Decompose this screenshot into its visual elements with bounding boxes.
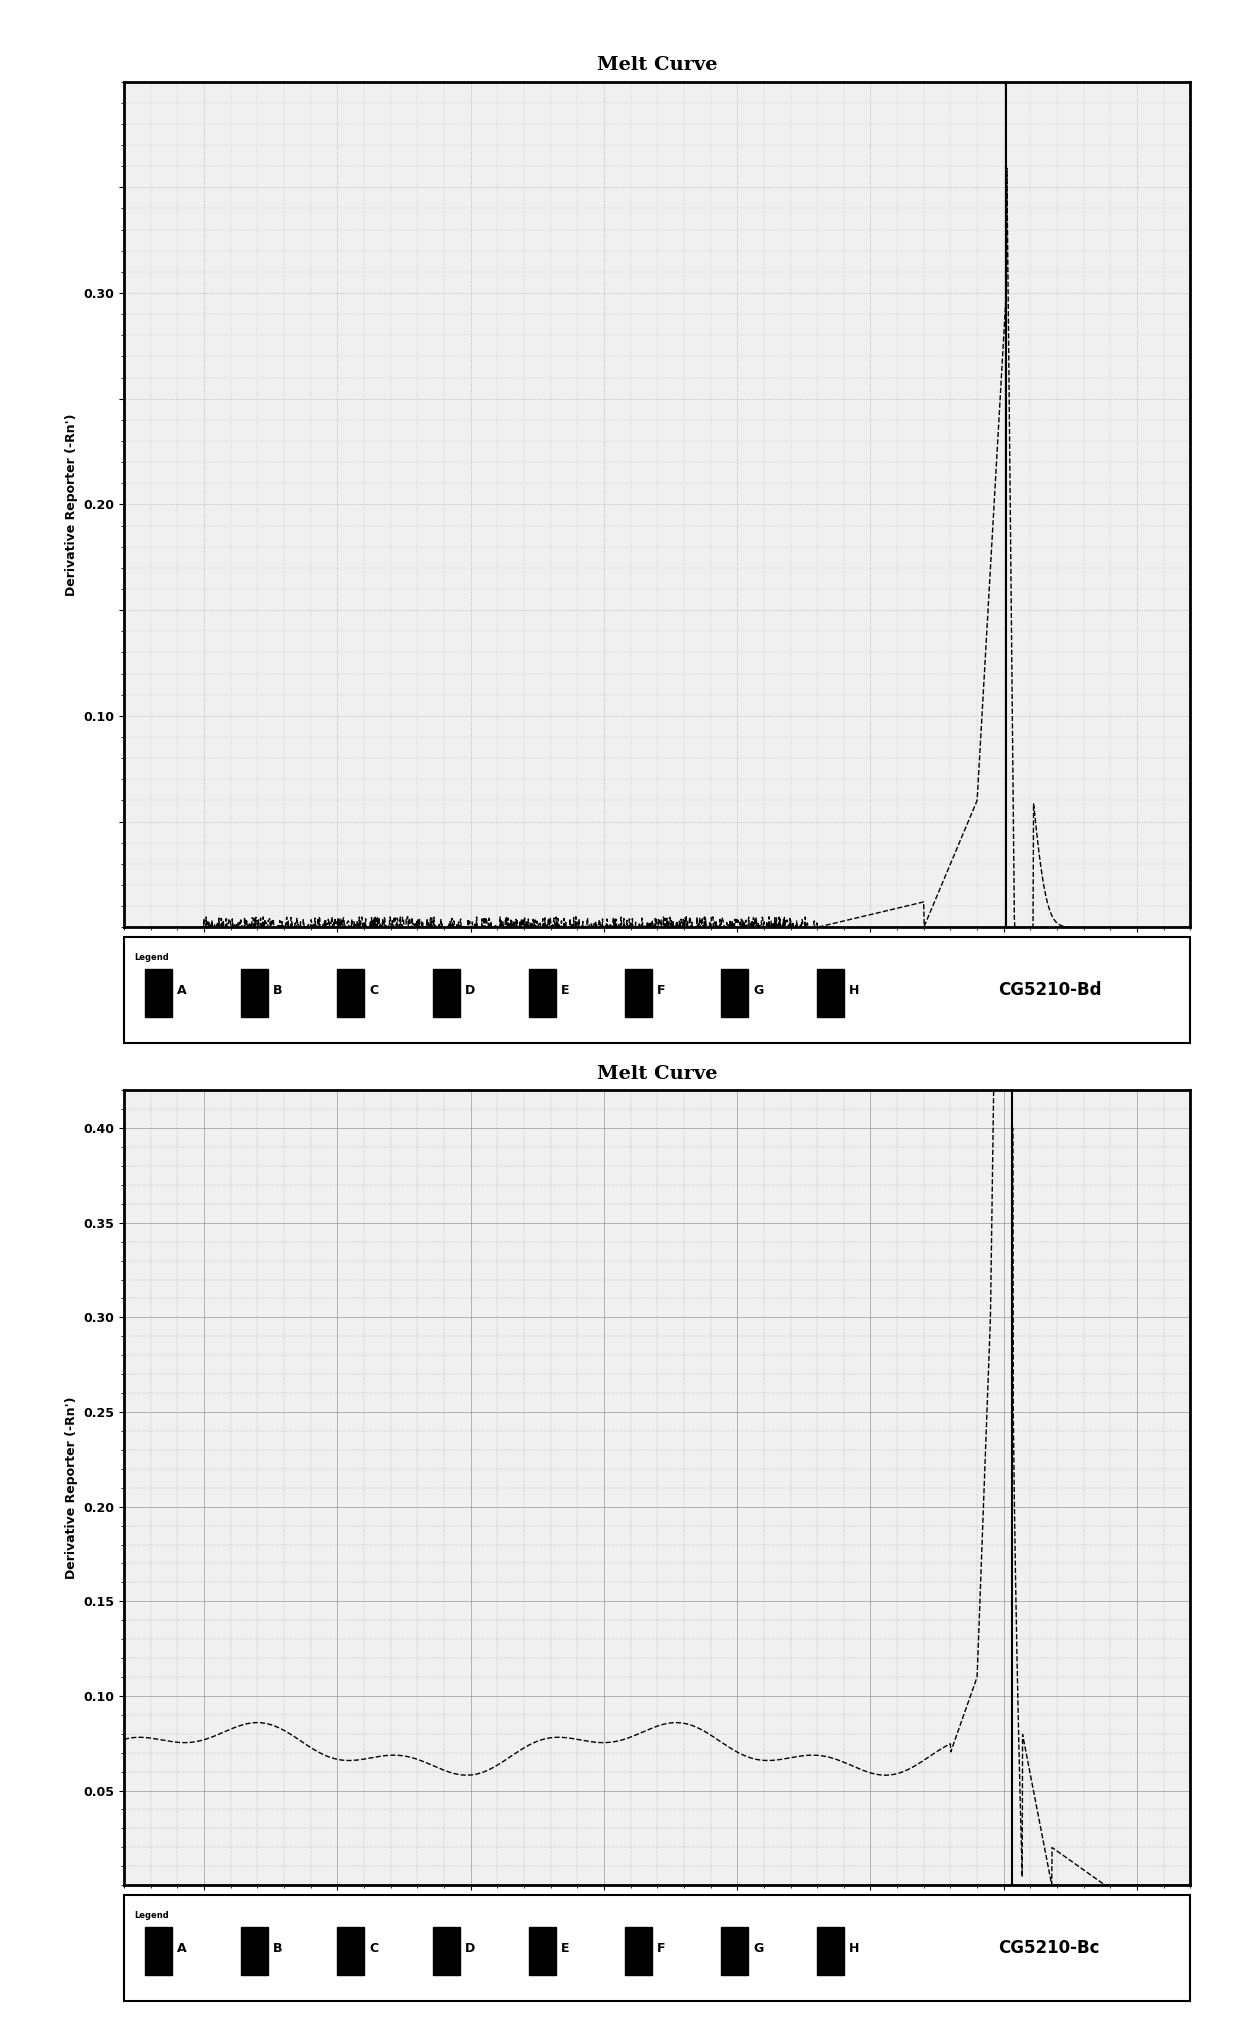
Bar (337, 970, 363, 1017)
Y-axis label: Derivative Reporter (-Rn'): Derivative Reporter (-Rn') (64, 1396, 78, 1579)
Text: F: F (657, 1942, 666, 1954)
Bar (337, 1928, 363, 1975)
Text: Legend: Legend (135, 1912, 170, 1920)
Text: CG5210-Bd: CG5210-Bd (998, 982, 1102, 999)
Text: E: E (562, 984, 569, 997)
Bar (145, 1928, 172, 1975)
Text: 87.1: 87.1 (994, 958, 1018, 968)
Bar (722, 1928, 748, 1975)
X-axis label: Temperature (°C): Temperature (°C) (590, 956, 724, 970)
Text: H: H (849, 984, 859, 997)
Bar (242, 970, 268, 1017)
Text: B: B (273, 984, 283, 997)
Bar (242, 1928, 268, 1975)
Text: 87.3: 87.3 (999, 1916, 1024, 1926)
X-axis label: Temperature (°C): Temperature (°C) (590, 1914, 724, 1928)
Bar (145, 970, 172, 1017)
FancyBboxPatch shape (124, 1895, 1190, 2001)
Title: Melt Curve: Melt Curve (596, 57, 718, 75)
Text: E: E (562, 1942, 569, 1954)
Text: G: G (753, 984, 764, 997)
Bar (433, 970, 460, 1017)
Bar (722, 970, 748, 1017)
Text: B: B (273, 1942, 283, 1954)
Bar (529, 1928, 556, 1975)
Text: Legend: Legend (135, 954, 170, 962)
Text: C: C (370, 1942, 378, 1954)
Text: D: D (465, 984, 475, 997)
Bar (433, 1928, 460, 1975)
Bar (625, 1928, 652, 1975)
Bar (817, 970, 843, 1017)
Text: C: C (370, 984, 378, 997)
Text: G: G (753, 1942, 764, 1954)
Text: D: D (465, 1942, 475, 1954)
Y-axis label: Derivative Reporter (-Rn'): Derivative Reporter (-Rn') (64, 414, 78, 595)
FancyBboxPatch shape (124, 937, 1190, 1043)
Title: Melt Curve: Melt Curve (596, 1066, 718, 1084)
Text: H: H (849, 1942, 859, 1954)
Bar (625, 970, 652, 1017)
Bar (817, 1928, 843, 1975)
Text: A: A (177, 984, 187, 997)
Text: CG5210-Bc: CG5210-Bc (998, 1940, 1100, 1956)
Text: F: F (657, 984, 666, 997)
Text: A: A (177, 1942, 187, 1954)
Bar (529, 970, 556, 1017)
